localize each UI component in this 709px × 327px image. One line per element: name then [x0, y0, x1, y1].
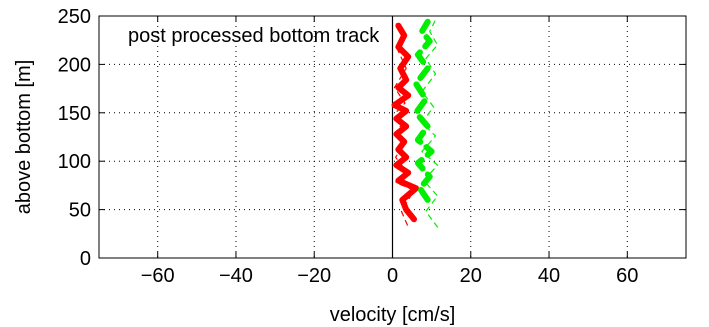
y-tick-label: 0 — [80, 248, 91, 270]
x-tick-label: 60 — [616, 265, 638, 287]
y-tick-label: 50 — [69, 200, 91, 222]
x-tick-label: 0 — [387, 265, 398, 287]
y-tick-label: 150 — [58, 103, 91, 125]
series-layer — [391, 18, 439, 228]
x-tick-label: −60 — [141, 265, 175, 287]
x-tick-label: −20 — [297, 265, 331, 287]
x-tick-label: −40 — [219, 265, 253, 287]
grid — [99, 16, 686, 258]
x-axis-label: velocity [cm/s] — [330, 304, 456, 326]
y-tick-label: 100 — [58, 151, 91, 173]
series-line-0 — [391, 22, 419, 223]
y-tick-label: 200 — [58, 54, 91, 76]
ticks: −60 −40 −20 0 20 40 60 0 50 100 150 200 250 — [58, 6, 686, 287]
chart-annotation: post processed bottom track — [128, 25, 380, 47]
x-tick-label: 20 — [460, 265, 482, 287]
x-tick-label: 40 — [538, 265, 560, 287]
y-tick-label: 250 — [58, 6, 91, 28]
y-axis-label: above bottom [m] — [13, 60, 35, 215]
series-line-2 — [413, 18, 435, 203]
